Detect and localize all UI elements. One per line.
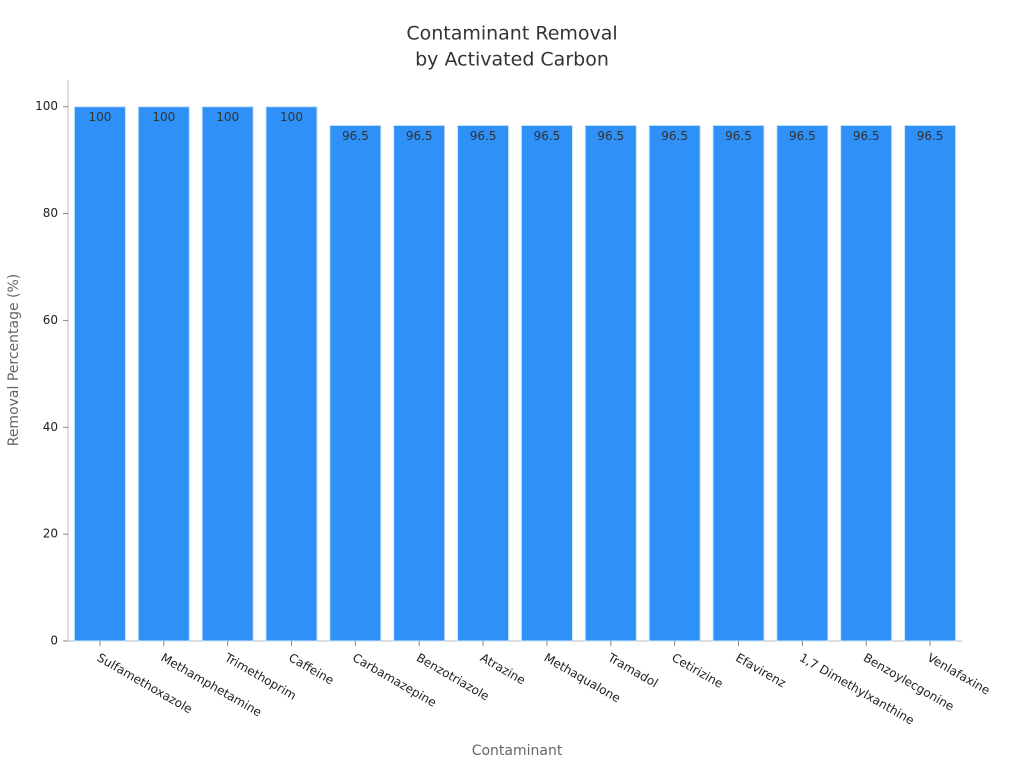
- bar: [137, 106, 190, 642]
- data-label: 100: [216, 110, 239, 124]
- y-tick-label: 60: [43, 313, 58, 327]
- bar: [648, 124, 701, 642]
- x-tick-label: Caffeine: [286, 651, 336, 688]
- bar: [776, 124, 829, 642]
- bar: [73, 106, 126, 642]
- data-label: 96.5: [597, 129, 624, 143]
- data-label: 96.5: [406, 129, 433, 143]
- bar: [201, 106, 254, 642]
- x-tick-label: Efavirenz: [733, 651, 788, 691]
- bar: [584, 124, 637, 642]
- y-axis-label: Removal Percentage (%): [6, 274, 22, 447]
- bar: [265, 106, 318, 642]
- x-tick-label: Cetirizine: [669, 651, 725, 691]
- data-label: 100: [88, 110, 111, 124]
- data-label: 100: [152, 110, 175, 124]
- data-label: 96.5: [853, 129, 880, 143]
- y-tick-label: 0: [50, 634, 58, 648]
- data-label: 96.5: [917, 129, 944, 143]
- bar: [457, 124, 510, 642]
- data-label: 96.5: [789, 129, 816, 143]
- y-tick-label: 40: [43, 420, 58, 434]
- y-tick-label: 80: [43, 206, 58, 220]
- data-label: 100: [280, 110, 303, 124]
- bar: [393, 124, 446, 642]
- x-tick-label: Tramadol: [605, 650, 661, 690]
- data-label: 96.5: [725, 129, 752, 143]
- x-tick-label: 1,7 Dimethylxanthine: [797, 651, 917, 728]
- bar: [904, 124, 957, 642]
- bar: [329, 124, 382, 642]
- bar: [840, 124, 893, 642]
- chart-title: Contaminant Removal: [406, 23, 617, 45]
- chart-title: by Activated Carbon: [415, 49, 609, 71]
- data-label: 96.5: [661, 129, 688, 143]
- y-tick-label: 20: [43, 527, 58, 541]
- x-axis-label: Contaminant: [472, 743, 563, 759]
- data-label: 96.5: [342, 129, 369, 143]
- bar: [520, 124, 573, 642]
- x-tick-label: Atrazine: [478, 651, 528, 688]
- bar: [712, 124, 765, 642]
- data-label: 96.5: [534, 129, 561, 143]
- data-label: 96.5: [470, 129, 497, 143]
- y-tick-label: 100: [35, 99, 58, 113]
